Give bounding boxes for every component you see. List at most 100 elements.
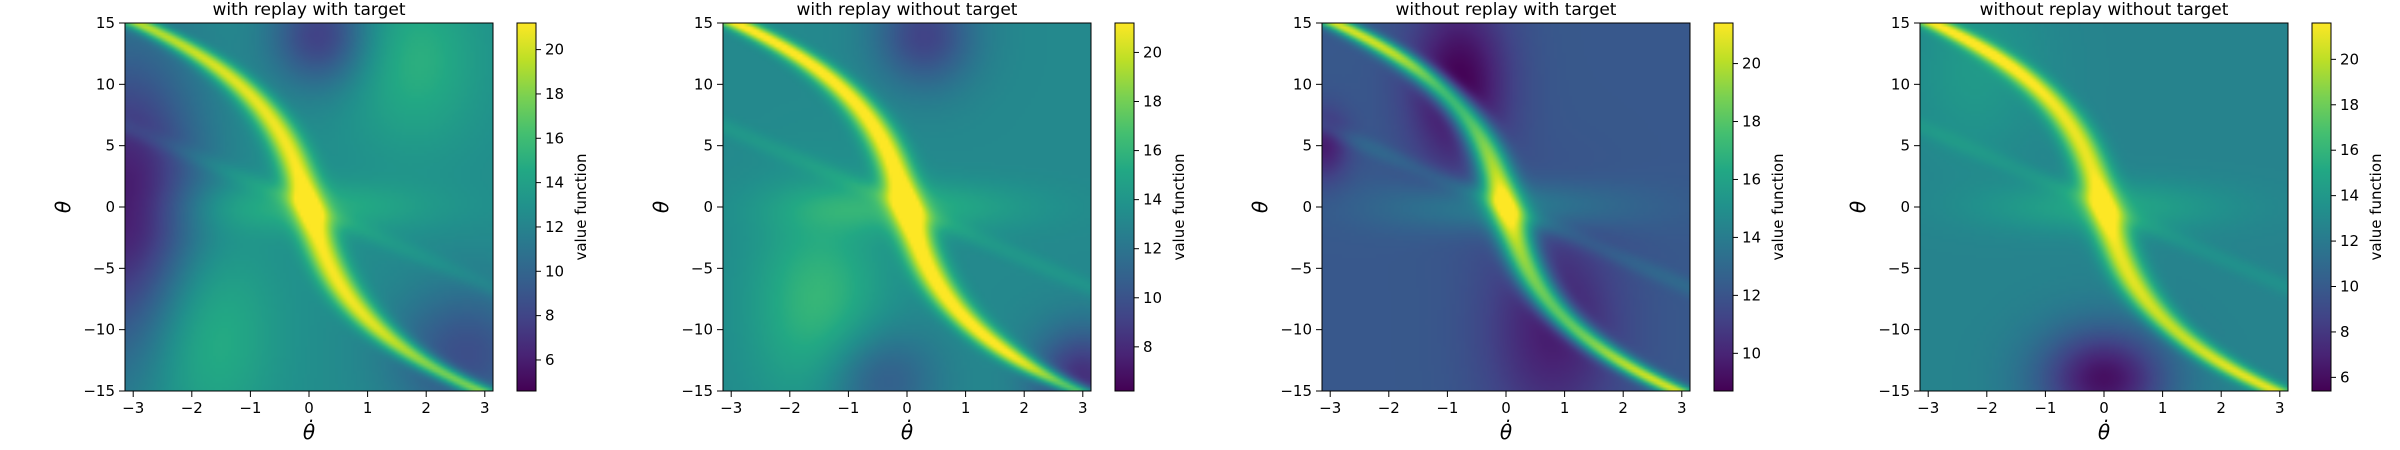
y-tick-label: −10 bbox=[1280, 321, 1312, 339]
colorbar-tick-label: 12 bbox=[545, 218, 564, 236]
y-tick-label: 5 bbox=[703, 137, 713, 155]
subplot-3: without replay with target−3 −2 −1 0 1 2 3−15−… bbox=[1248, 0, 1787, 444]
y-tick-label: 10 bbox=[96, 75, 115, 93]
x-tick-label: −1 bbox=[837, 399, 859, 417]
colorbar-tick-label: 12 bbox=[1143, 240, 1162, 258]
colorbar-tick-label: 20 bbox=[2340, 50, 2359, 68]
y-tick-label: −10 bbox=[681, 321, 713, 339]
colorbar-tick-label: 12 bbox=[1742, 286, 1761, 304]
colorbar-tick-label: 8 bbox=[1143, 338, 1153, 356]
colorbar bbox=[1114, 22, 1135, 392]
x-tick-label: 3 bbox=[1677, 399, 1687, 417]
x-tick-label: 0 bbox=[2099, 399, 2109, 417]
y-tick-label: 0 bbox=[703, 198, 713, 216]
y-tick-label: 0 bbox=[1302, 198, 1312, 216]
y-tick-label: −15 bbox=[1280, 382, 1312, 400]
x-tick-label: 3 bbox=[2275, 399, 2285, 417]
x-tick-label: −3 bbox=[122, 399, 144, 417]
y-tick-label: −5 bbox=[93, 259, 115, 277]
colorbar-tick-label: 14 bbox=[1143, 191, 1162, 209]
y-tick-label: −15 bbox=[83, 382, 115, 400]
x-tick-label: 1 bbox=[961, 399, 971, 417]
colorbar-tick-label: 20 bbox=[1742, 55, 1761, 73]
y-tick-label: 15 bbox=[694, 14, 713, 32]
x-tick-label: −1 bbox=[1436, 399, 1458, 417]
colorbar-tick-label: 16 bbox=[1742, 170, 1761, 188]
chart-title: with replay without target bbox=[797, 0, 1018, 20]
x-axis-label: θ̇ bbox=[1500, 419, 1512, 444]
colorbar-tick-label: 10 bbox=[1143, 289, 1162, 307]
chart-title: without replay with target bbox=[1396, 0, 1617, 20]
colorbar-label: value function bbox=[2367, 153, 2385, 260]
x-tick-label: −2 bbox=[779, 399, 801, 417]
colorbar-tick-label: 16 bbox=[2340, 141, 2359, 159]
colorbar-tick-label: 18 bbox=[1742, 113, 1761, 131]
colorbar-tick-label: 18 bbox=[1143, 93, 1162, 111]
heatmap-image bbox=[723, 23, 1091, 391]
colorbar-label: value function bbox=[1769, 153, 1787, 260]
x-tick-label: 0 bbox=[304, 399, 314, 417]
colorbar-tick-label: 16 bbox=[545, 129, 564, 147]
x-tick-label: −3 bbox=[1319, 399, 1341, 417]
colorbar-tick-label: 10 bbox=[2340, 278, 2359, 296]
colorbar bbox=[2311, 22, 2332, 392]
x-tick-label: 1 bbox=[363, 399, 373, 417]
subplot-1: with replay with target−3 −2 −1 0 1 2 3−15−10−… bbox=[51, 0, 590, 444]
x-tick-label: 2 bbox=[1618, 399, 1628, 417]
x-tick-label: −1 bbox=[239, 399, 261, 417]
x-tick-label: −2 bbox=[181, 399, 203, 417]
subplot-2: with replay without target−3 −2 −1 0 1 2 3−15−… bbox=[649, 0, 1188, 444]
y-tick-label: 15 bbox=[96, 14, 115, 32]
y-tick-label: 5 bbox=[105, 137, 115, 155]
x-tick-label: −3 bbox=[1917, 399, 1939, 417]
y-tick-label: −15 bbox=[681, 382, 713, 400]
colorbar-tick-label: 20 bbox=[545, 41, 564, 59]
y-tick-label: −10 bbox=[1878, 321, 1910, 339]
x-tick-label: 3 bbox=[1078, 399, 1088, 417]
x-axis-label: θ̇ bbox=[901, 419, 913, 444]
subplot-4: without replay without target−3 −2 −1 0 1 2 3−… bbox=[1846, 0, 2385, 444]
x-tick-label: 0 bbox=[1501, 399, 1511, 417]
y-tick-label: −5 bbox=[1290, 259, 1312, 277]
x-tick-label: 1 bbox=[1560, 399, 1570, 417]
x-axis-label: θ̇ bbox=[2098, 419, 2110, 444]
y-tick-label: −15 bbox=[1878, 382, 1910, 400]
heatmap-image bbox=[1920, 23, 2288, 391]
colorbar-tick-label: 8 bbox=[545, 307, 555, 325]
y-tick-label: 10 bbox=[1293, 75, 1312, 93]
y-axis-label: θ bbox=[1846, 201, 1870, 213]
colorbar-tick-label: 6 bbox=[545, 351, 555, 369]
x-tick-label: 1 bbox=[2158, 399, 2168, 417]
heatmap-image bbox=[1322, 23, 1690, 391]
colorbar-tick-label: 18 bbox=[2340, 96, 2359, 114]
y-tick-label: 0 bbox=[105, 198, 115, 216]
colorbar-tick-label: 18 bbox=[545, 85, 564, 103]
colorbar-tick-label: 10 bbox=[545, 262, 564, 280]
colorbar bbox=[1713, 22, 1734, 392]
colorbar-tick-label: 10 bbox=[1742, 344, 1761, 362]
y-axis-label: θ bbox=[51, 201, 75, 213]
colorbar-tick-label: 12 bbox=[2340, 232, 2359, 250]
y-tick-label: 10 bbox=[694, 75, 713, 93]
y-tick-label: 5 bbox=[1900, 137, 1910, 155]
colorbar bbox=[516, 22, 537, 392]
x-tick-label: −2 bbox=[1976, 399, 1998, 417]
y-axis-label: θ bbox=[649, 201, 673, 213]
colorbar-tick-label: 14 bbox=[545, 174, 564, 192]
y-tick-label: 15 bbox=[1891, 14, 1910, 32]
colorbar-tick-label: 14 bbox=[2340, 187, 2359, 205]
x-tick-label: 2 bbox=[421, 399, 431, 417]
colorbar-tick-label: 6 bbox=[2340, 368, 2350, 386]
colorbar-tick-label: 14 bbox=[1742, 228, 1761, 246]
heatmap-image bbox=[125, 23, 493, 391]
x-tick-label: 2 bbox=[1019, 399, 1029, 417]
y-axis-label: θ bbox=[1248, 201, 1272, 213]
x-tick-label: 0 bbox=[902, 399, 912, 417]
x-tick-label: −2 bbox=[1378, 399, 1400, 417]
colorbar-tick-label: 8 bbox=[2340, 323, 2350, 341]
y-tick-label: 0 bbox=[1900, 198, 1910, 216]
x-tick-label: 3 bbox=[480, 399, 490, 417]
x-tick-label: −3 bbox=[720, 399, 742, 417]
colorbar-tick-label: 16 bbox=[1143, 142, 1162, 160]
